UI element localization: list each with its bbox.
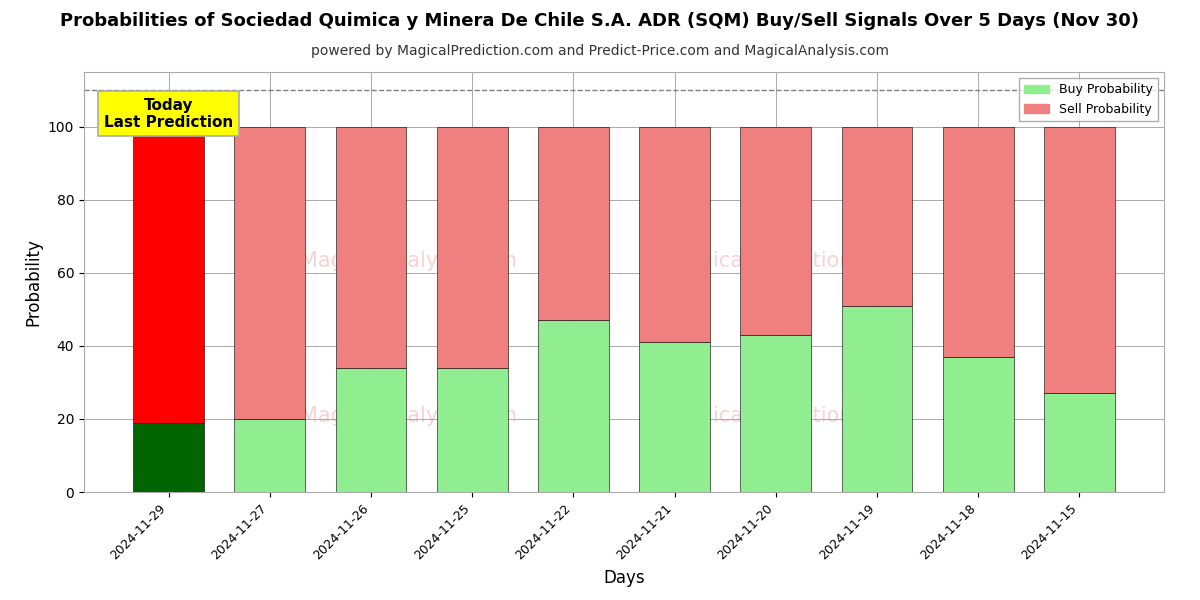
X-axis label: Days: Days bbox=[604, 569, 644, 587]
Bar bbox=[943, 357, 1014, 492]
Bar bbox=[133, 127, 204, 422]
Text: MagicalAnalysis.com: MagicalAnalysis.com bbox=[300, 251, 516, 271]
Text: Probabilities of Sociedad Quimica y Minera De Chile S.A. ADR (SQM) Buy/Sell Sign: Probabilities of Sociedad Quimica y Mine… bbox=[60, 12, 1140, 30]
Bar bbox=[640, 342, 710, 492]
Bar bbox=[336, 127, 407, 368]
Bar bbox=[841, 306, 912, 492]
Bar bbox=[740, 127, 811, 335]
Bar bbox=[538, 320, 608, 492]
Text: MagicalPrediction.com: MagicalPrediction.com bbox=[668, 251, 904, 271]
Text: powered by MagicalPrediction.com and Predict-Price.com and MagicalAnalysis.com: powered by MagicalPrediction.com and Pre… bbox=[311, 44, 889, 58]
Bar bbox=[437, 368, 508, 492]
Y-axis label: Probability: Probability bbox=[24, 238, 42, 326]
Bar bbox=[234, 127, 305, 419]
Bar bbox=[234, 419, 305, 492]
Text: Today
Last Prediction: Today Last Prediction bbox=[104, 98, 233, 130]
Bar bbox=[437, 127, 508, 368]
Text: MagicalPrediction.com: MagicalPrediction.com bbox=[668, 406, 904, 427]
Bar bbox=[943, 127, 1014, 357]
Legend: Buy Probability, Sell Probability: Buy Probability, Sell Probability bbox=[1019, 78, 1158, 121]
Bar bbox=[133, 422, 204, 492]
Bar bbox=[538, 127, 608, 320]
Text: MagicalAnalysis.com: MagicalAnalysis.com bbox=[300, 406, 516, 427]
Bar bbox=[1044, 127, 1115, 394]
Bar bbox=[841, 127, 912, 306]
Bar bbox=[1044, 394, 1115, 492]
Bar bbox=[740, 335, 811, 492]
Bar bbox=[640, 127, 710, 342]
Bar bbox=[336, 368, 407, 492]
